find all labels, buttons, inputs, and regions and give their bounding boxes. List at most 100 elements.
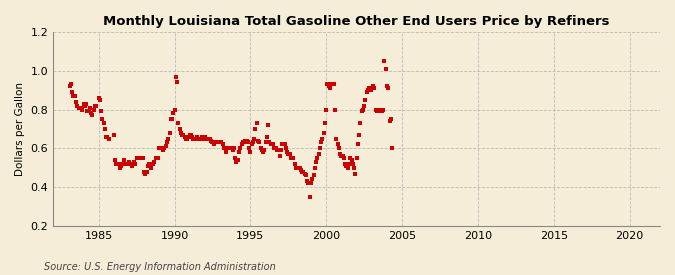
Point: [189, 136, 200, 141]
Point: [141, 169, 152, 174]
Point: [268, 142, 279, 147]
Title: Monthly Louisiana Total Gasoline Other End Users Price by Refiners: Monthly Louisiana Total Gasoline Other E…: [103, 15, 610, 28]
Point: [174, 127, 185, 131]
Point: [151, 156, 162, 160]
Point: [361, 90, 372, 94]
Point: [369, 86, 380, 90]
Point: [222, 146, 233, 150]
Point: [260, 140, 271, 145]
Point: [99, 121, 109, 125]
Point: [150, 156, 161, 160]
Point: [333, 146, 344, 150]
Point: [87, 113, 98, 117]
Point: [129, 160, 140, 164]
Point: [313, 152, 324, 156]
Point: [278, 142, 289, 147]
Text: Source: U.S. Energy Information Administration: Source: U.S. Energy Information Administ…: [44, 262, 275, 272]
Point: [171, 80, 182, 85]
Point: [102, 134, 113, 139]
Point: [217, 142, 228, 147]
Point: [300, 173, 311, 178]
Point: [211, 140, 221, 145]
Point: [274, 154, 285, 158]
Point: [327, 82, 338, 87]
Point: [310, 160, 321, 164]
Point: [254, 140, 265, 145]
Point: [180, 134, 190, 139]
Point: [374, 107, 385, 112]
Point: [296, 167, 306, 172]
Point: [130, 162, 141, 166]
Point: [190, 136, 201, 141]
Point: [67, 90, 78, 94]
Point: [387, 146, 398, 150]
Point: [355, 121, 366, 125]
Point: [223, 146, 234, 150]
Point: [186, 133, 196, 137]
Point: [187, 134, 198, 139]
Point: [200, 134, 211, 139]
Y-axis label: Dollars per Gallon: Dollars per Gallon: [15, 82, 25, 176]
Point: [100, 127, 111, 131]
Point: [109, 133, 119, 137]
Point: [126, 164, 137, 168]
Point: [86, 111, 97, 116]
Point: [232, 158, 243, 162]
Point: [326, 82, 337, 87]
Point: [212, 140, 223, 145]
Point: [323, 84, 334, 89]
Point: [317, 136, 328, 141]
Point: [226, 146, 237, 150]
Point: [370, 107, 381, 112]
Point: [255, 146, 266, 150]
Point: [303, 181, 314, 185]
Point: [163, 136, 173, 141]
Point: [155, 146, 166, 150]
Point: [178, 133, 189, 137]
Point: [116, 164, 127, 168]
Point: [290, 162, 300, 166]
Point: [346, 158, 357, 162]
Point: [135, 156, 146, 160]
Point: [219, 146, 230, 150]
Point: [115, 166, 126, 170]
Point: [251, 121, 262, 125]
Point: [252, 138, 263, 143]
Point: [345, 156, 356, 160]
Point: [95, 98, 105, 102]
Point: [281, 150, 292, 154]
Point: [93, 96, 104, 100]
Point: [319, 131, 329, 135]
Point: [379, 59, 389, 63]
Point: [188, 136, 199, 141]
Point: [215, 140, 225, 145]
Point: [83, 109, 94, 114]
Point: [197, 134, 208, 139]
Point: [70, 94, 80, 98]
Point: [383, 86, 394, 90]
Point: [103, 136, 114, 141]
Point: [148, 162, 159, 166]
Point: [277, 142, 288, 147]
Point: [258, 150, 269, 154]
Point: [145, 166, 156, 170]
Point: [221, 150, 232, 154]
Point: [170, 74, 181, 79]
Point: [192, 134, 202, 139]
Point: [350, 171, 360, 176]
Point: [367, 86, 377, 90]
Point: [139, 169, 150, 174]
Point: [235, 146, 246, 150]
Point: [271, 148, 282, 152]
Point: [362, 88, 373, 92]
Point: [73, 105, 84, 110]
Point: [348, 166, 359, 170]
Point: [256, 148, 267, 152]
Point: [320, 121, 331, 125]
Point: [183, 134, 194, 139]
Point: [206, 138, 217, 143]
Point: [169, 107, 180, 112]
Point: [360, 98, 371, 102]
Point: [219, 146, 230, 150]
Point: [322, 82, 333, 87]
